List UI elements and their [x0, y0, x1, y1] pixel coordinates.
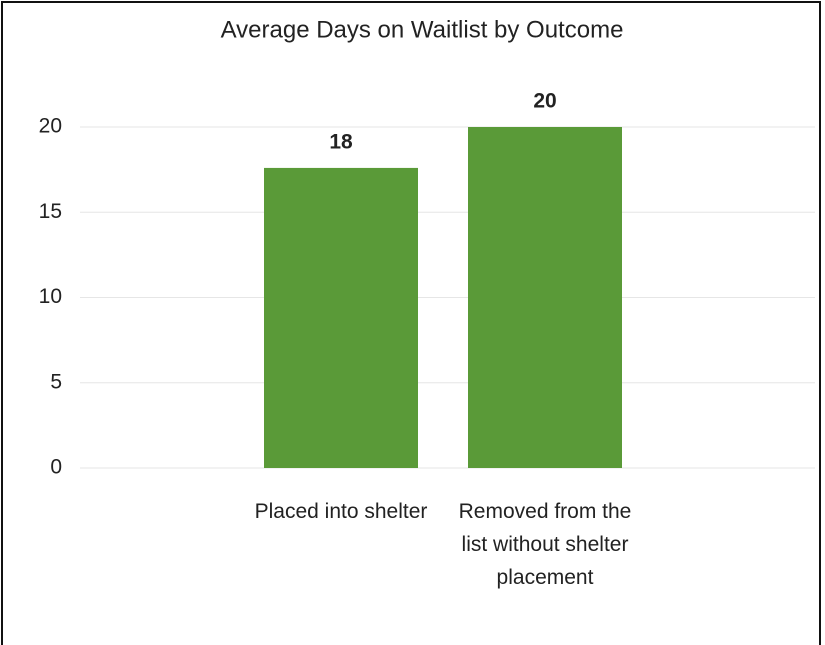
- chart-title: Average Days on Waitlist by Outcome: [221, 16, 624, 43]
- value-label: 18: [329, 130, 353, 153]
- y-tick-label: 10: [39, 285, 62, 308]
- x-tick-label: Placed into shelter: [254, 500, 428, 523]
- bar: [468, 127, 622, 468]
- x-tick-label: Removed from the list without shelter pl…: [458, 500, 632, 589]
- bar: [264, 167, 418, 469]
- y-tick-label: 15: [39, 200, 62, 223]
- y-tick-label: 0: [50, 456, 62, 479]
- y-tick-label: 5: [50, 370, 62, 393]
- y-tick-label: 20: [39, 115, 62, 138]
- value-label: 20: [533, 90, 556, 113]
